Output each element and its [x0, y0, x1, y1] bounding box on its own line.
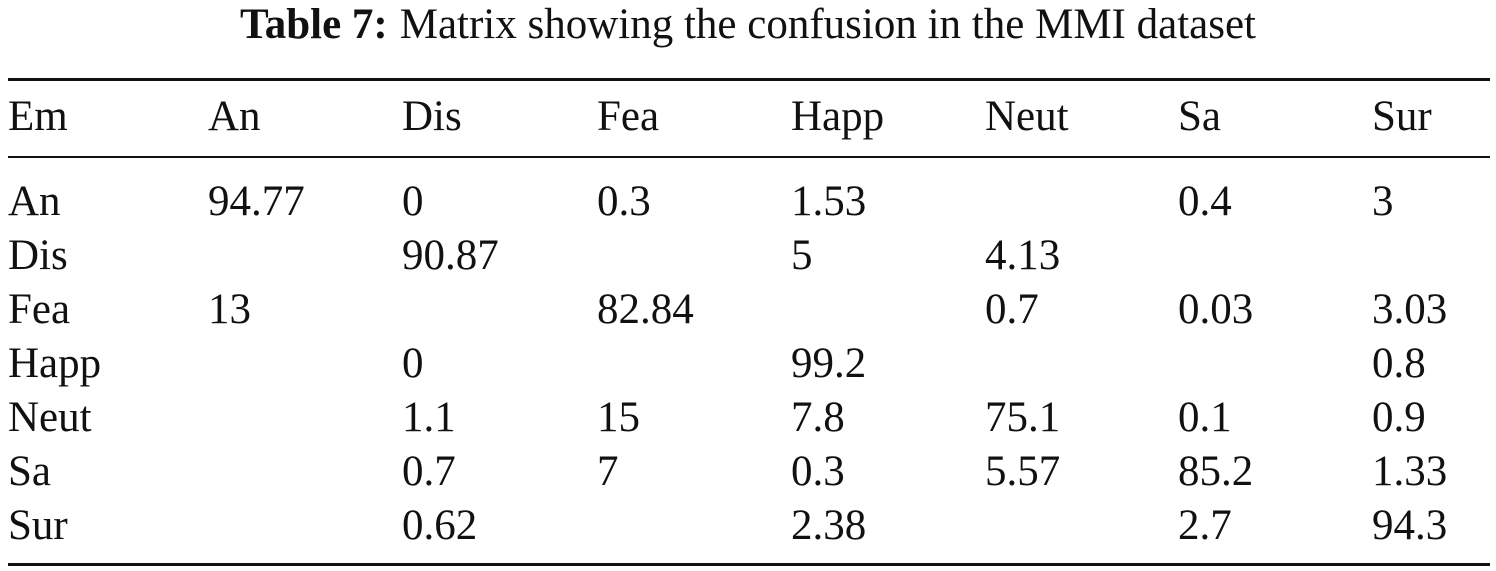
bottom-rule: [8, 563, 1490, 566]
header-cell: An: [208, 93, 261, 140]
table-cell: 0.8: [1372, 340, 1426, 387]
table-cell: 0: [402, 340, 424, 387]
table-cell: 90.87: [402, 232, 499, 279]
table-cell: 0.62: [402, 502, 478, 549]
table-cell: 2.7: [1178, 502, 1232, 549]
row-label: Sur: [8, 502, 68, 549]
table-cell: 1.33: [1372, 448, 1448, 495]
table-cell: 0.3: [597, 178, 651, 225]
header-cell: Sur: [1372, 93, 1432, 140]
header-cell: Sa: [1178, 93, 1221, 140]
table-cell: 3: [1372, 178, 1394, 225]
table-cell: 0: [402, 178, 424, 225]
table-cell: 2.38: [791, 502, 867, 549]
header-rule: [8, 156, 1490, 158]
row-label: Sa: [8, 448, 51, 495]
table-cell: 85.2: [1178, 448, 1254, 495]
row-label: Fea: [8, 286, 71, 333]
table-cell: 13: [208, 286, 251, 333]
table-cell: 0.1: [1178, 394, 1232, 441]
row-label: Happ: [8, 340, 102, 387]
caption-text: Matrix showing the confusion in the MMI …: [399, 1, 1257, 48]
header-cell: Em: [8, 93, 68, 140]
table-cell: 94.77: [208, 178, 305, 225]
table-cell: 1.53: [791, 178, 867, 225]
header-cell: Happ: [791, 93, 885, 140]
top-rule: [8, 78, 1490, 81]
caption-label: Table 7:: [239, 1, 388, 48]
table-cell: 99.2: [791, 340, 867, 387]
table-cell: 0.9: [1372, 394, 1426, 441]
table-cell: 94.3: [1372, 502, 1448, 549]
table-cell: 4.13: [985, 232, 1061, 279]
table-cell: 15: [597, 394, 640, 441]
row-label: Neut: [8, 394, 92, 441]
row-label: An: [8, 178, 61, 225]
table-cell: 0.03: [1178, 286, 1254, 333]
table-caption: Table 7: Matrix showing the confusion in …: [0, 0, 1496, 50]
table-cell: 7.8: [791, 394, 845, 441]
table-cell: 5: [791, 232, 813, 279]
row-label: Dis: [8, 232, 68, 279]
header-cell: Neut: [985, 93, 1069, 140]
table-cell: 82.84: [597, 286, 694, 333]
table-cell: 0.7: [985, 286, 1039, 333]
table-cell: 0.4: [1178, 178, 1232, 225]
table-cell: 7: [597, 448, 619, 495]
table-cell: 0.3: [791, 448, 845, 495]
table-cell: 0.7: [402, 448, 456, 495]
table-cell: 3.03: [1372, 286, 1448, 333]
table-cell: 75.1: [985, 394, 1061, 441]
header-cell: Fea: [597, 93, 660, 140]
header-cell: Dis: [402, 93, 462, 140]
table-cell: 1.1: [402, 394, 456, 441]
table-cell: 5.57: [985, 448, 1061, 495]
